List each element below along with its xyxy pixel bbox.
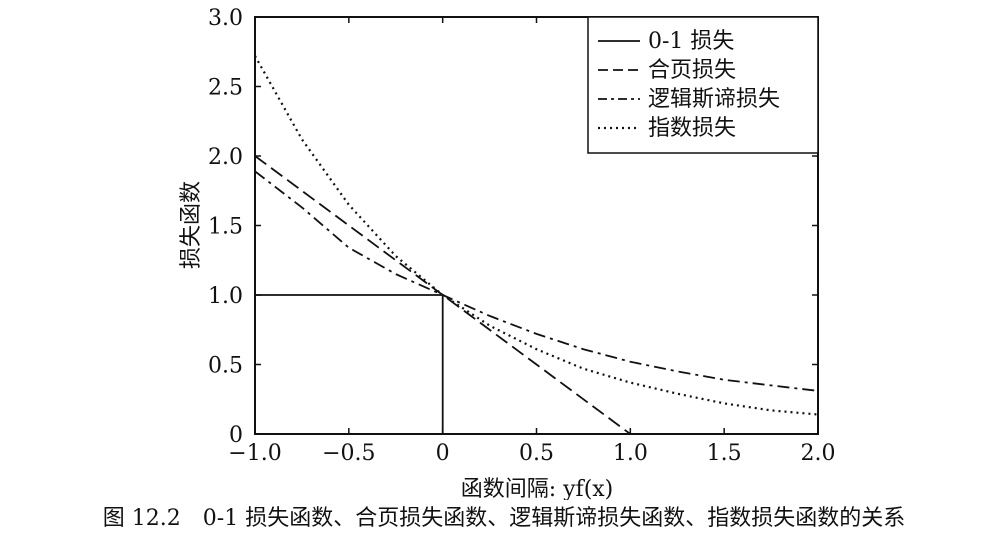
loss-function-chart: −1.0 −0.5 0 0.5 1.0 1.5 2.0 0 0.5 1.0 1.5 2.0 2.5 3.0…	[179, 6, 836, 502]
legend-label-3: 逻辑斯谛损失	[648, 87, 780, 112]
y-tick-label: 2.5	[208, 76, 243, 101]
x-tick-label: −0.5	[322, 441, 375, 466]
y-tick-label: 1.5	[208, 215, 243, 240]
legend-box	[587, 16, 819, 154]
legend-label-1: 0-1 损失	[648, 29, 734, 54]
x-tick-label: −1.0	[228, 441, 281, 466]
x-tick-label: 0.5	[519, 441, 554, 466]
y-tick-label: 3.0	[208, 6, 243, 31]
series-line-4	[254, 55, 819, 416]
x-tick-label: 2.0	[801, 441, 836, 466]
y-axis-label: 损失函数	[179, 181, 204, 269]
y-tick-label: 0	[229, 423, 243, 448]
series-line-3	[254, 170, 819, 392]
x-tick-label: 1.5	[707, 441, 742, 466]
figure-caption: 图 12.2 0-1 损失函数、合页损失函数、逻辑斯谛损失函数、指数损失函数的关…	[102, 506, 906, 531]
x-tick-label: 1.0	[613, 441, 648, 466]
x-tick-label: 0	[436, 441, 450, 466]
y-tick-label: 0.5	[208, 354, 243, 379]
y-tick-label: 2.0	[208, 145, 243, 170]
legend-label-2: 合页损失	[648, 58, 736, 83]
y-tick-label: 1.0	[208, 284, 243, 309]
legend-label-4: 指数损失	[648, 116, 736, 141]
x-axis-label: 函数间隔: yf(x)	[461, 477, 614, 500]
